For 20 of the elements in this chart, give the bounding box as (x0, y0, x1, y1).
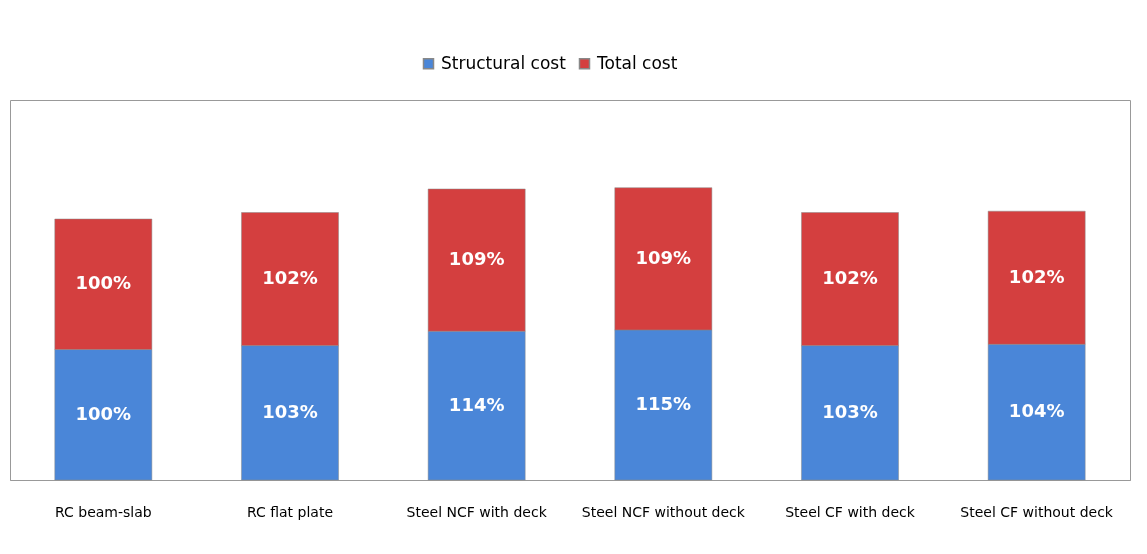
data-label: 103% (262, 400, 318, 422)
x-tick-label: Steel NCF without deck (581, 503, 746, 520)
data-label: 114% (448, 393, 505, 415)
data-label: 102% (822, 267, 878, 289)
data-label: 103% (822, 400, 878, 422)
data-label: 102% (262, 267, 318, 289)
x-tick-label: Steel CF with deck (785, 503, 916, 520)
data-label: 109% (635, 246, 692, 268)
legend-label: Structural cost (441, 52, 567, 73)
data-label: 109% (448, 248, 505, 270)
legend-label: Total cost (596, 52, 678, 73)
data-label: 102% (1008, 265, 1065, 287)
x-tick-label: Steel NCF with deck (406, 503, 548, 520)
x-tick-label: RC flat plate (246, 503, 334, 520)
data-label: 104% (1008, 400, 1065, 422)
data-label: 100% (75, 272, 132, 294)
data-label: 115% (635, 392, 692, 414)
x-tick-label: RC beam-slab (54, 503, 152, 520)
x-tick-label: Steel CF without deck (960, 503, 1114, 520)
data-label: 100% (75, 402, 132, 424)
